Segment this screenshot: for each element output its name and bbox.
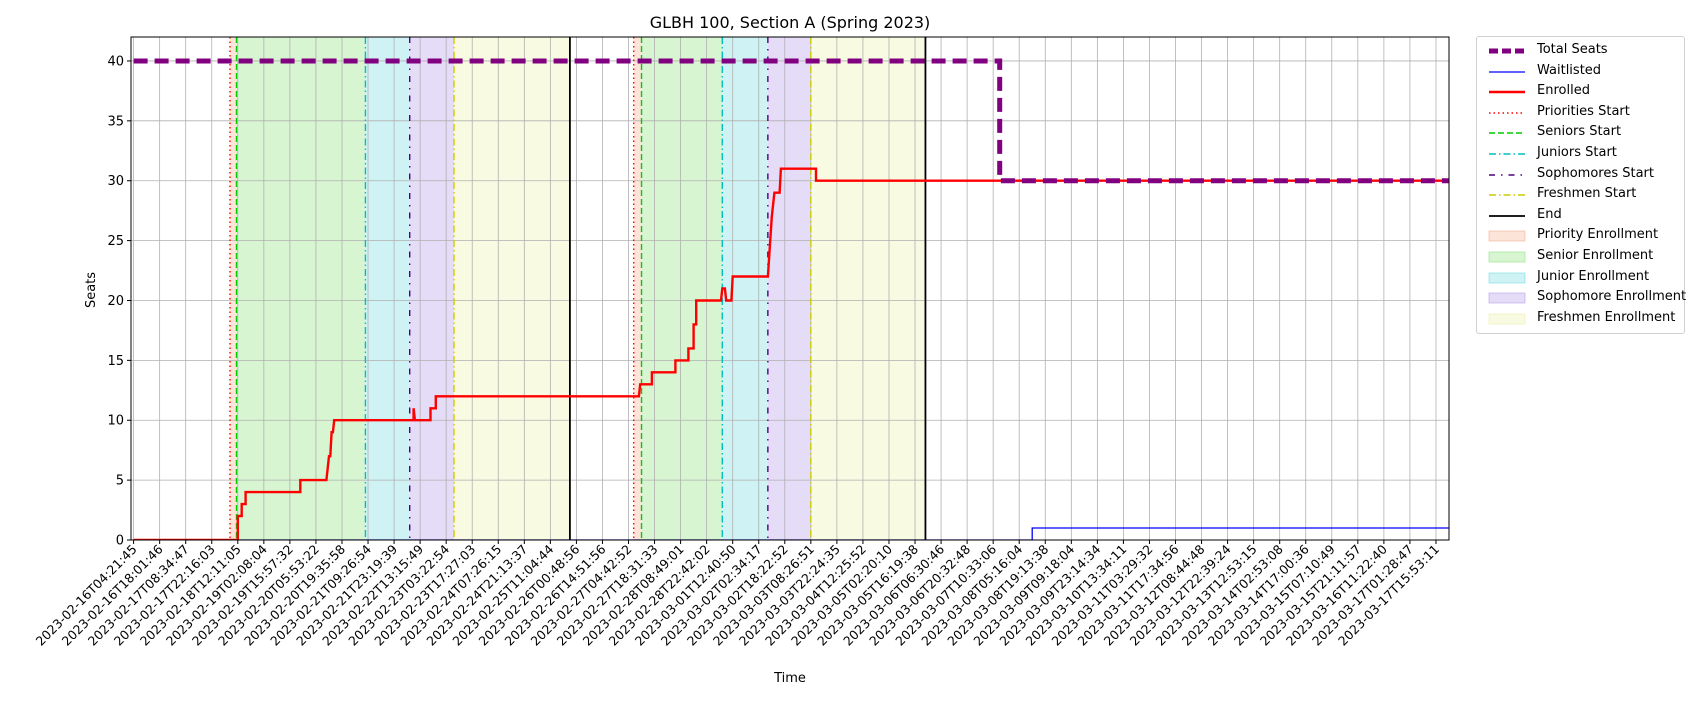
legend-label: Waitlisted (1537, 62, 1602, 78)
shaded-region (453, 37, 570, 540)
legend-label: Senior Enrollment (1537, 248, 1654, 263)
y-tick-label: 10 (107, 414, 124, 429)
legend-swatch (1489, 132, 1525, 135)
legend-item: Total Seats (1477, 41, 1684, 61)
legend-swatch (1488, 272, 1526, 284)
legend-label: Juniors Start (1537, 145, 1617, 160)
plot-frame (130, 36, 1450, 541)
y-axis-label: Seats (84, 272, 99, 308)
y-tick-label: 0 (116, 534, 124, 549)
legend-item: Juniors Start (1477, 144, 1684, 164)
y-tick-label: 20 (107, 294, 124, 309)
legend-swatch (1488, 313, 1526, 325)
legend-swatch (1489, 90, 1525, 94)
legend-item: Priorities Start (1477, 103, 1684, 123)
legend-swatch (1489, 153, 1525, 155)
legend-label: Priority Enrollment (1537, 227, 1659, 243)
legend-label: Freshmen Enrollment (1537, 309, 1676, 325)
shaded-region (365, 37, 410, 540)
y-tick-label: 30 (107, 174, 124, 189)
legend-item: Seniors Start (1477, 123, 1684, 143)
shaded-regions (229, 37, 926, 540)
series-lines (133, 58, 1449, 540)
legend-swatch (1488, 251, 1526, 263)
legend-item: Waitlisted (1477, 62, 1684, 82)
legend-item: Freshmen Enrollment (1477, 309, 1684, 329)
legend-label: Freshmen Start (1537, 186, 1637, 202)
legend-item: Junior Enrollment (1477, 268, 1684, 288)
legend-label: Total Seats (1537, 42, 1608, 57)
legend-item: Senior Enrollment (1477, 247, 1684, 267)
series-line (133, 167, 1449, 540)
grid (131, 37, 1449, 541)
legend-swatch (1489, 70, 1525, 73)
shaded-region (722, 37, 768, 540)
y-ticks: 0 5 10 15 20 25 30 35 40 (107, 54, 131, 549)
series-line (133, 527, 1449, 540)
legend-swatch (1488, 292, 1526, 304)
chart-legend: Total Seats Waitlisted Enrolled Priorities … (1476, 36, 1687, 334)
series-line (133, 58, 1449, 184)
legend-label: Enrolled (1537, 83, 1590, 99)
legend-swatch (1489, 214, 1525, 217)
shaded-region (229, 37, 237, 540)
x-ticks: 2023-02-16T04:21:452023-02-16T18:01:4620… (33, 540, 1442, 649)
legend-item: Freshmen Start (1477, 185, 1684, 205)
y-tick-label: 25 (107, 234, 124, 249)
shaded-region (236, 37, 366, 540)
legend-label: Seniors Start (1537, 124, 1622, 140)
shaded-region (409, 37, 454, 540)
legend-item: Priority Enrollment (1477, 226, 1684, 246)
legend-item: Sophomore Enrollment (1477, 288, 1687, 308)
legend-swatch (1489, 194, 1525, 196)
shaded-region (641, 37, 723, 540)
y-tick-label: 15 (107, 354, 124, 369)
x-axis-label: Time (773, 671, 806, 686)
shaded-region (810, 37, 926, 540)
y-tick-label: 35 (107, 114, 124, 129)
y-tick-label: 5 (116, 474, 124, 489)
legend-swatch (1489, 112, 1525, 114)
legend-swatch (1488, 230, 1526, 242)
legend-item: End (1477, 206, 1684, 226)
legend-label: Priorities Start (1537, 103, 1630, 119)
y-tick-label: 40 (107, 54, 124, 69)
legend-label: Sophomore Enrollment (1537, 289, 1687, 305)
legend-label: End (1537, 206, 1562, 222)
legend-label: Junior Enrollment (1537, 268, 1650, 284)
chart-title: GLBH 100, Section A (Spring 2023) (650, 13, 931, 32)
legend-label: Sophomores Start (1537, 165, 1654, 181)
shaded-region (767, 37, 811, 540)
shaded-region (633, 37, 642, 540)
legend-swatch (1489, 48, 1525, 54)
legend-item: Sophomores Start (1477, 165, 1684, 185)
legend-item: Enrolled (1477, 82, 1684, 102)
legend-swatch (1489, 173, 1525, 176)
